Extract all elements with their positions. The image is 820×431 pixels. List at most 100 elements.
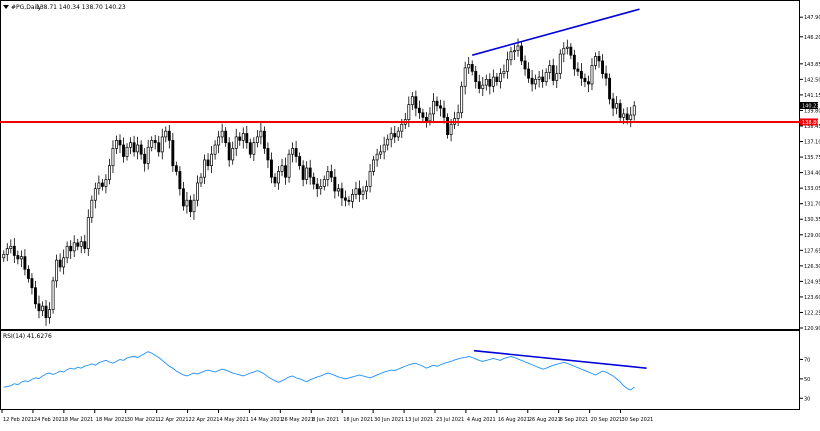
candle-body-down (611, 98, 615, 109)
candle-body-down (442, 107, 446, 118)
candle-body-up (432, 100, 435, 115)
candle-body-up (65, 245, 69, 259)
date-tick-label: 26 May 2021 (281, 417, 314, 423)
candle-body-down (530, 77, 534, 85)
date-tick-label: 4 Aug 2021 (467, 417, 496, 423)
candle-body-up (252, 142, 256, 155)
candle-body-up (351, 194, 354, 202)
candle-body-up (372, 159, 376, 172)
candle-body-up (509, 51, 513, 61)
date-tick-label: 4 May 2021 (219, 417, 248, 423)
candle-body-up (456, 112, 460, 119)
date-tick-label: 8 Jun 2021 (312, 417, 339, 423)
candle-body-down (273, 176, 277, 184)
candle-body-up (97, 182, 101, 190)
candle-body-down (69, 245, 73, 252)
candle-body-up (516, 45, 520, 51)
candle-body-down (527, 68, 531, 79)
price-tick-label: 123.60 (804, 295, 820, 301)
last-price-box (800, 101, 818, 109)
candle-body-up (460, 85, 464, 114)
candle-body-down (44, 305, 48, 318)
candle-body-up (555, 73, 559, 81)
candle-body-down (495, 76, 499, 83)
price-tick-label: 127.65 (804, 248, 820, 254)
candle-body-down (439, 105, 442, 109)
candle-body-down (294, 148, 298, 157)
candle-body-down (224, 130, 228, 144)
ohlc-label: 138.71 140.34 138.70 140.23 (36, 4, 126, 11)
candle-body-up (534, 79, 538, 85)
date-axis: 12 Feb 2021 24 Feb 2021 8 Mar 2021 18 Mar 2… (1, 410, 654, 423)
candle-body-up (125, 146, 129, 157)
price-tick-label: 134.40 (804, 171, 820, 177)
candle-body-down (34, 287, 37, 305)
candle-body-down (417, 107, 421, 114)
candle-body-down (143, 153, 147, 164)
candle-body-up (326, 171, 330, 180)
candle-body-down (414, 96, 418, 109)
candle-body-down (262, 130, 266, 149)
candle-body-up (502, 70, 506, 74)
candle-body-up (107, 165, 111, 180)
candle-body-down (470, 64, 474, 72)
price-tick-label: 133.05 (804, 186, 820, 192)
candle-body-up (62, 257, 66, 268)
chart-header: #PG,Daily 138.71 140.34 138.70 140.23 (3, 4, 126, 11)
price-tick-label: 141.15 (804, 93, 820, 99)
collapse-triangle-icon[interactable] (3, 5, 9, 9)
candle-body-down (477, 81, 481, 89)
support-price-label: 138.80 (802, 120, 820, 126)
candle-body-down (329, 171, 333, 178)
candle-body-up (396, 130, 400, 138)
candle-body-up (136, 144, 140, 153)
candle-body-down (608, 77, 612, 100)
candle-body-up (241, 133, 245, 141)
rsi-line (3, 351, 635, 391)
candle-body-down (312, 176, 316, 185)
candle-body-up (463, 67, 467, 87)
candle-body-up (319, 186, 323, 190)
date-tick-label: 14 May 2021 (250, 417, 283, 423)
candle-body-up (79, 241, 83, 247)
candle-body-down (30, 278, 34, 289)
candle-body-down (238, 136, 242, 141)
candle-body-down (83, 241, 87, 249)
price-tick-label: 143.85 (804, 62, 820, 68)
candle-body-up (544, 72, 548, 83)
candle-body-down (227, 142, 231, 161)
date-tick-label: 30 Sep 2021 (622, 417, 654, 423)
candle-body-up (336, 188, 340, 192)
price-tick-label: 130.35 (804, 217, 820, 223)
main-panel-frame (0, 0, 800, 330)
candle-body-down (188, 199, 192, 213)
candle-body-down (424, 117, 428, 122)
candle-body-up (259, 130, 263, 138)
candle-body-up (410, 96, 414, 106)
candle-body-up (400, 123, 404, 132)
candle-body-down (579, 70, 583, 79)
candle-body-up (220, 130, 224, 138)
candle-body-down (298, 156, 302, 167)
price-tick-label: 137.10 (804, 140, 820, 146)
candle-body-up (280, 165, 284, 172)
candle-body-up (386, 138, 390, 146)
candle-body-up (382, 144, 386, 153)
date-tick-label: 12 Apr 2021 (158, 417, 189, 423)
support-price-box (800, 118, 818, 126)
candle-body-down (23, 256, 27, 270)
price-trend-line (472, 8, 640, 56)
date-tick-label: 20 Sep 2021 (591, 417, 623, 423)
candle-body-up (368, 171, 372, 187)
candle-body-down (37, 303, 41, 312)
candle-body-up (185, 199, 189, 207)
candle-body-up (287, 153, 291, 178)
candle-body-down (157, 142, 161, 153)
date-tick-label: 12 Feb 2021 (3, 417, 34, 423)
candle-body-up (513, 50, 516, 53)
candle-body-up (491, 76, 495, 87)
date-tick-label: 23 Jul 2021 (436, 417, 464, 423)
candle-body-down (572, 54, 576, 70)
candle-body-up (632, 105, 636, 116)
